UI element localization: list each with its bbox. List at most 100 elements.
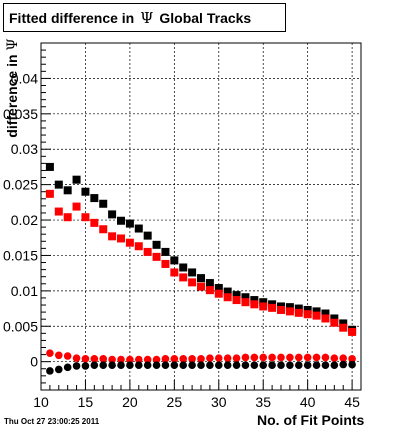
square-marker xyxy=(259,302,268,311)
square-marker xyxy=(99,199,108,208)
circle-marker xyxy=(134,361,143,370)
square-marker xyxy=(134,224,143,233)
square-marker xyxy=(45,189,54,198)
circle-marker xyxy=(197,355,205,363)
square-marker xyxy=(197,274,205,283)
y-axis-label-prefix: difference in xyxy=(4,54,20,138)
square-marker xyxy=(250,296,259,305)
circle-marker xyxy=(303,353,312,362)
chart-title-symbol: Ψ xyxy=(140,8,154,27)
circle-marker xyxy=(152,361,161,370)
chart-title: Fitted difference in Ψ Global Tracks xyxy=(3,3,286,32)
circle-marker xyxy=(63,352,72,360)
circle-marker xyxy=(170,361,179,370)
circle-marker xyxy=(152,355,161,364)
y-tick-label: 0.005 xyxy=(3,318,38,334)
square-marker xyxy=(161,247,170,256)
square-marker xyxy=(179,263,188,272)
circle-marker xyxy=(99,355,108,363)
square-marker xyxy=(170,256,179,265)
square-marker xyxy=(90,218,99,227)
circle-marker xyxy=(54,365,63,374)
square-marker xyxy=(232,291,241,300)
y-tick-label: 0 xyxy=(30,354,38,370)
x-tick-label: 10 xyxy=(33,394,49,410)
y-tick-label: 0.04 xyxy=(11,70,38,86)
circle-marker xyxy=(321,361,330,370)
series-1 xyxy=(45,162,357,334)
circle-marker xyxy=(312,361,321,370)
circle-marker xyxy=(188,355,196,363)
square-marker xyxy=(303,305,312,314)
square-marker xyxy=(232,296,241,305)
square-marker xyxy=(312,307,321,316)
timestamp: Thu Oct 27 23:00:25 2011 xyxy=(4,417,100,426)
square-marker xyxy=(152,240,161,249)
x-tick-label: 25 xyxy=(167,394,183,410)
square-marker xyxy=(170,268,179,277)
circle-marker xyxy=(134,355,143,364)
square-marker xyxy=(99,225,108,234)
square-marker xyxy=(205,286,214,295)
square-marker xyxy=(108,232,117,241)
circle-marker xyxy=(348,360,356,369)
circle-marker xyxy=(179,361,188,370)
chart-title-prefix: Fitted difference in xyxy=(9,9,135,26)
circle-marker xyxy=(250,353,259,362)
circle-marker xyxy=(72,362,81,370)
square-marker xyxy=(339,323,348,332)
circle-marker xyxy=(268,353,276,362)
circle-marker xyxy=(214,354,223,362)
circle-marker xyxy=(286,353,294,362)
circle-marker xyxy=(117,361,125,370)
circle-marker xyxy=(321,353,330,362)
square-marker xyxy=(214,289,223,298)
circle-marker xyxy=(232,354,241,362)
square-marker xyxy=(117,234,125,243)
square-marker xyxy=(90,194,99,203)
circle-marker xyxy=(294,353,303,362)
circle-marker xyxy=(108,361,116,370)
chart-title-suffix: Global Tracks xyxy=(159,9,252,26)
series-4 xyxy=(46,360,356,375)
square-marker xyxy=(63,213,72,222)
circle-marker xyxy=(54,351,63,360)
square-marker xyxy=(241,298,250,307)
circle-marker xyxy=(223,361,232,370)
circle-marker xyxy=(90,355,99,363)
square-marker xyxy=(188,278,197,287)
square-marker xyxy=(161,259,170,268)
y-tick-label: 0.015 xyxy=(3,247,38,263)
circle-marker xyxy=(179,355,188,363)
square-marker xyxy=(223,287,232,296)
circle-marker xyxy=(330,354,339,362)
circle-marker xyxy=(277,353,285,362)
square-marker xyxy=(81,187,90,196)
series-2 xyxy=(45,189,357,336)
circle-marker xyxy=(223,354,232,362)
square-marker xyxy=(285,303,294,312)
circle-marker xyxy=(339,354,348,362)
circle-marker xyxy=(46,367,54,375)
square-marker xyxy=(285,307,294,316)
circle-marker xyxy=(206,361,214,370)
square-marker xyxy=(152,252,161,261)
square-marker xyxy=(197,282,205,291)
circle-marker xyxy=(143,355,152,364)
square-marker xyxy=(223,293,232,302)
y-axis-label-symbol: Ψ xyxy=(5,38,21,51)
y-tick-label: 0.025 xyxy=(3,177,38,193)
circle-marker xyxy=(277,361,285,370)
circle-marker xyxy=(99,361,108,370)
circle-marker xyxy=(241,361,250,370)
circle-marker xyxy=(330,361,339,370)
square-marker xyxy=(205,279,214,288)
y-axis-label: difference in Ψ xyxy=(4,13,22,163)
axis-ticks: 10 15 20 25 30 35 40 45 0 0.005 0.01 0.015 0.02 0.025… xyxy=(3,42,362,410)
circle-marker xyxy=(72,354,81,362)
circle-marker xyxy=(117,355,125,364)
grid-lines xyxy=(40,43,361,390)
circle-marker xyxy=(268,361,276,370)
circle-marker xyxy=(312,353,321,362)
